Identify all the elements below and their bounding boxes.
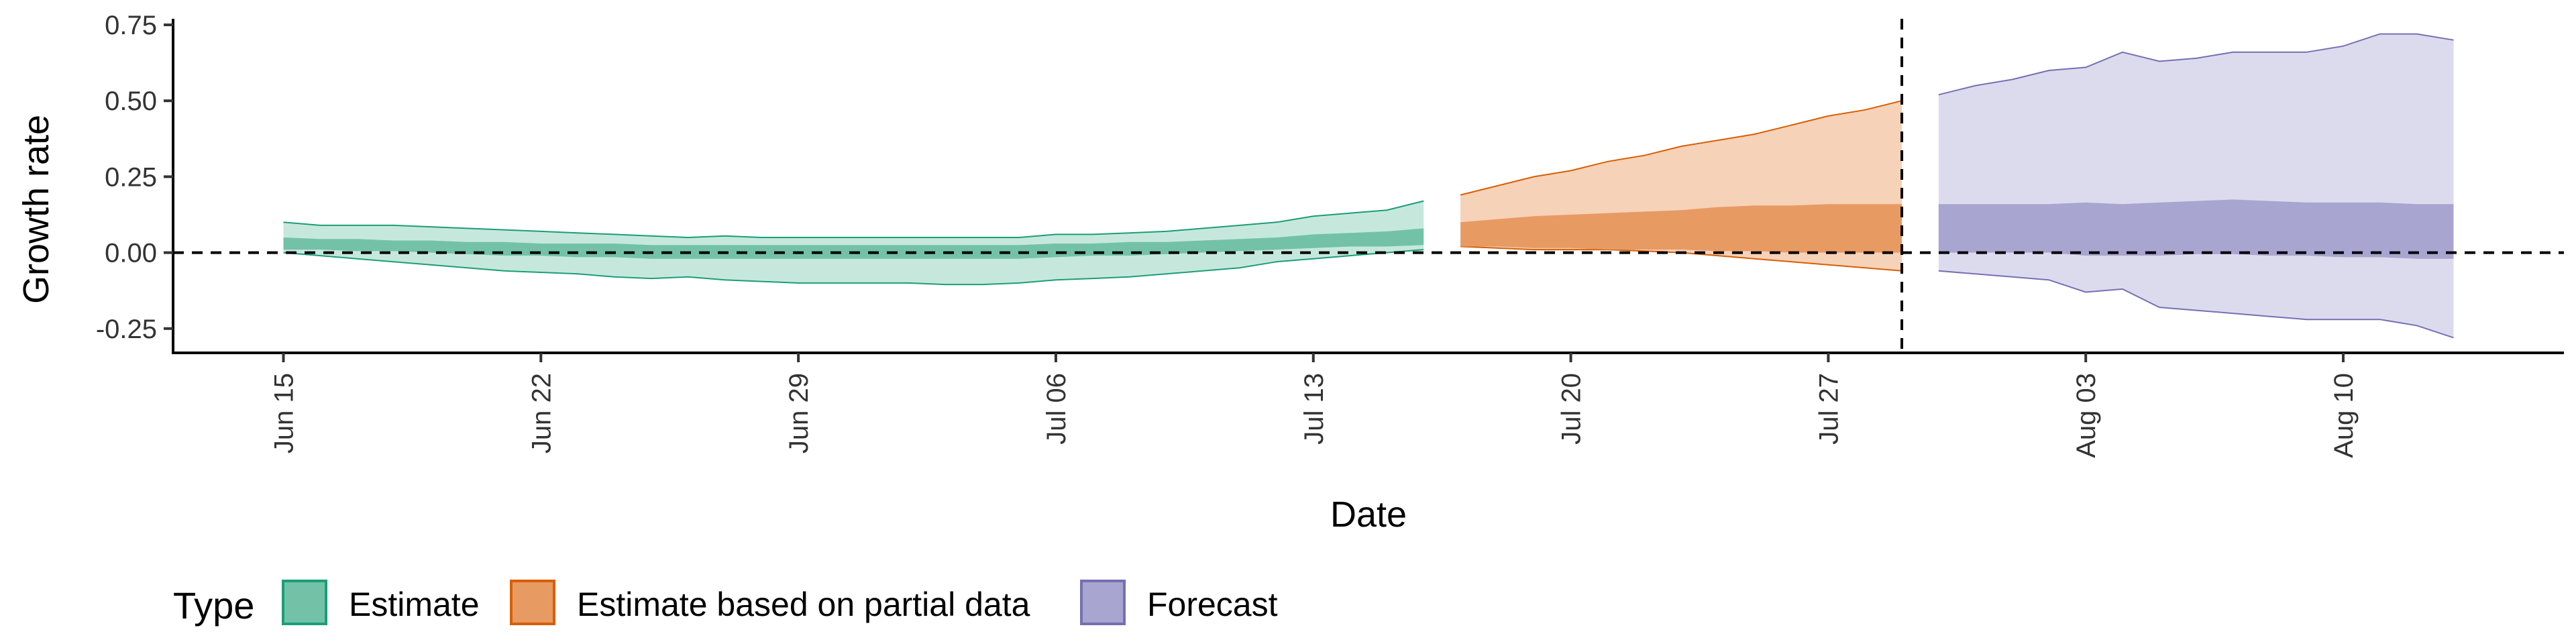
- legend-title: Type: [173, 584, 254, 627]
- axes: -0.25 0.00 0.25 0.50 0.75 Jun 15 Jun 22 Jun 29 J…: [96, 11, 2564, 458]
- estimate-upper-edge: [283, 200, 1424, 239]
- x-axis-title: Date: [1330, 494, 1407, 535]
- x-tick-label: Jul 20: [1557, 373, 1587, 445]
- legend-label-partial: Estimate based on partial data: [577, 586, 1030, 623]
- forecast-band-90: [1938, 34, 2454, 338]
- x-tick-label: Aug 03: [2072, 373, 2101, 458]
- legend-key-partial: [510, 580, 555, 625]
- partial-band-50: [1460, 204, 1902, 253]
- x-tick-label: Jun 15: [270, 373, 299, 453]
- forecast-lower-edge: [1938, 270, 2454, 339]
- y-tick-label: 0.50: [105, 87, 157, 116]
- x-tick-label: Jul 13: [1299, 373, 1329, 445]
- x-tick-label: Jun 29: [784, 373, 814, 453]
- plot-area: [283, 33, 2454, 339]
- legend-label-estimate: Estimate: [349, 586, 480, 623]
- y-tick-label: 0.00: [105, 239, 157, 268]
- estimate-band-50: [283, 228, 1424, 259]
- partial-upper-edge: [1460, 100, 1902, 196]
- legend-key-estimate: [282, 580, 327, 625]
- y-tick-label: -0.25: [96, 315, 157, 344]
- x-tick-label: Jul 27: [1814, 373, 1843, 445]
- estimate-lower-edge: [283, 249, 1424, 286]
- x-tick-label: Jun 22: [527, 373, 556, 453]
- x-tick-label: Jul 06: [1042, 373, 1071, 445]
- y-tick-label: 0.75: [105, 11, 157, 40]
- reference-lines: [173, 19, 2564, 353]
- x-tick-label: Aug 10: [2329, 373, 2359, 458]
- legend-label-forecast: Forecast: [1147, 586, 1278, 623]
- y-tick-label: 0.25: [105, 162, 157, 192]
- legend: Type Estimate Estimate based on partial …: [173, 580, 1278, 627]
- forecast-upper-edge: [1938, 33, 2454, 96]
- y-axis-title: Growth rate: [16, 115, 56, 304]
- legend-key-forecast: [1080, 580, 1126, 625]
- forecast-band-50: [1938, 199, 2454, 259]
- estimate-band-90: [283, 201, 1424, 285]
